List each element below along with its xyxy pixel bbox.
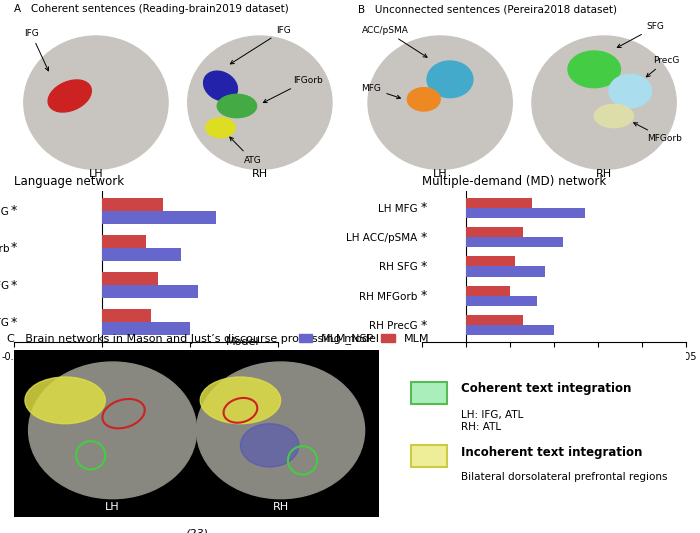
Text: Incoherent text integration: Incoherent text integration <box>461 446 643 458</box>
Ellipse shape <box>188 36 332 169</box>
Ellipse shape <box>217 94 257 118</box>
Text: *: * <box>10 204 17 217</box>
Bar <box>466 208 585 218</box>
Text: *: * <box>420 289 426 302</box>
Text: PrecG: PrecG <box>646 55 680 77</box>
X-axis label: Mean correlation: Mean correlation <box>510 368 598 377</box>
Ellipse shape <box>240 424 299 467</box>
Bar <box>102 198 163 211</box>
Ellipse shape <box>609 74 652 108</box>
Bar <box>466 315 524 325</box>
Bar <box>102 211 216 224</box>
Bar <box>466 198 532 208</box>
Text: ACC/pSMA: ACC/pSMA <box>361 26 427 57</box>
Text: C   Brain networks in Mason and Just’s discourse processing model: C Brain networks in Mason and Just’s dis… <box>7 334 379 344</box>
Ellipse shape <box>594 104 634 128</box>
Text: SFG: SFG <box>617 22 664 47</box>
Ellipse shape <box>29 362 197 499</box>
X-axis label: Mean correlation: Mean correlation <box>102 368 190 377</box>
Ellipse shape <box>532 36 676 169</box>
Text: *: * <box>420 201 426 214</box>
Bar <box>102 309 151 322</box>
Ellipse shape <box>568 51 620 87</box>
Text: A   Coherent sentences (Reading-brain2019 dataset): A Coherent sentences (Reading-brain2019 … <box>14 4 288 14</box>
Text: *: * <box>10 241 17 254</box>
Ellipse shape <box>197 362 365 499</box>
Text: LH: LH <box>89 169 104 179</box>
Bar <box>466 286 510 296</box>
Bar <box>102 272 158 285</box>
Bar <box>102 235 146 248</box>
Text: Language network: Language network <box>14 175 124 188</box>
FancyBboxPatch shape <box>411 382 447 403</box>
Bar <box>466 237 563 247</box>
Ellipse shape <box>24 36 168 169</box>
Text: ATG: ATG <box>230 137 261 165</box>
Bar <box>466 325 554 335</box>
Legend: MLM_NSP, MLM: MLM_NSP, MLM <box>295 329 433 349</box>
Text: MFG: MFG <box>361 84 400 99</box>
Bar <box>466 256 514 266</box>
Text: *: * <box>420 260 426 273</box>
Bar <box>466 266 545 277</box>
Ellipse shape <box>407 87 440 111</box>
Text: *: * <box>10 279 17 292</box>
Text: Bilateral dorsolateral prefrontal regions: Bilateral dorsolateral prefrontal region… <box>461 472 668 482</box>
Text: Multiple-demand (MD) network: Multiple-demand (MD) network <box>423 175 607 188</box>
Text: IFG: IFG <box>24 29 48 71</box>
Text: IFGorb: IFGorb <box>263 76 323 102</box>
Text: *: * <box>10 316 17 329</box>
Text: MFGorb: MFGorb <box>634 123 682 143</box>
Ellipse shape <box>206 118 235 138</box>
Text: LH: IFG, ATL
RH: ATL: LH: IFG, ATL RH: ATL <box>461 410 524 432</box>
Text: Coherent text integration: Coherent text integration <box>461 382 631 395</box>
Ellipse shape <box>427 61 473 98</box>
Text: RH: RH <box>596 169 612 179</box>
Text: RH: RH <box>252 169 268 179</box>
Text: *: * <box>420 319 426 332</box>
Ellipse shape <box>48 80 91 112</box>
Text: RH: RH <box>272 502 288 512</box>
FancyBboxPatch shape <box>411 446 447 467</box>
Text: Model: Model <box>225 337 259 347</box>
Ellipse shape <box>25 377 105 424</box>
Bar <box>102 248 181 261</box>
Bar <box>102 322 190 335</box>
Text: IFG: IFG <box>230 26 291 64</box>
Ellipse shape <box>200 377 281 424</box>
Text: B   Unconnected sentences (Pereira2018 dataset): B Unconnected sentences (Pereira2018 dat… <box>358 4 617 14</box>
Text: (23): (23) <box>185 529 208 533</box>
Text: LH: LH <box>105 502 120 512</box>
Bar <box>466 227 524 237</box>
Bar <box>102 285 199 298</box>
Ellipse shape <box>368 36 512 169</box>
Bar <box>466 296 537 306</box>
Text: *: * <box>420 231 426 244</box>
Text: LH: LH <box>433 169 447 179</box>
Ellipse shape <box>204 71 237 101</box>
